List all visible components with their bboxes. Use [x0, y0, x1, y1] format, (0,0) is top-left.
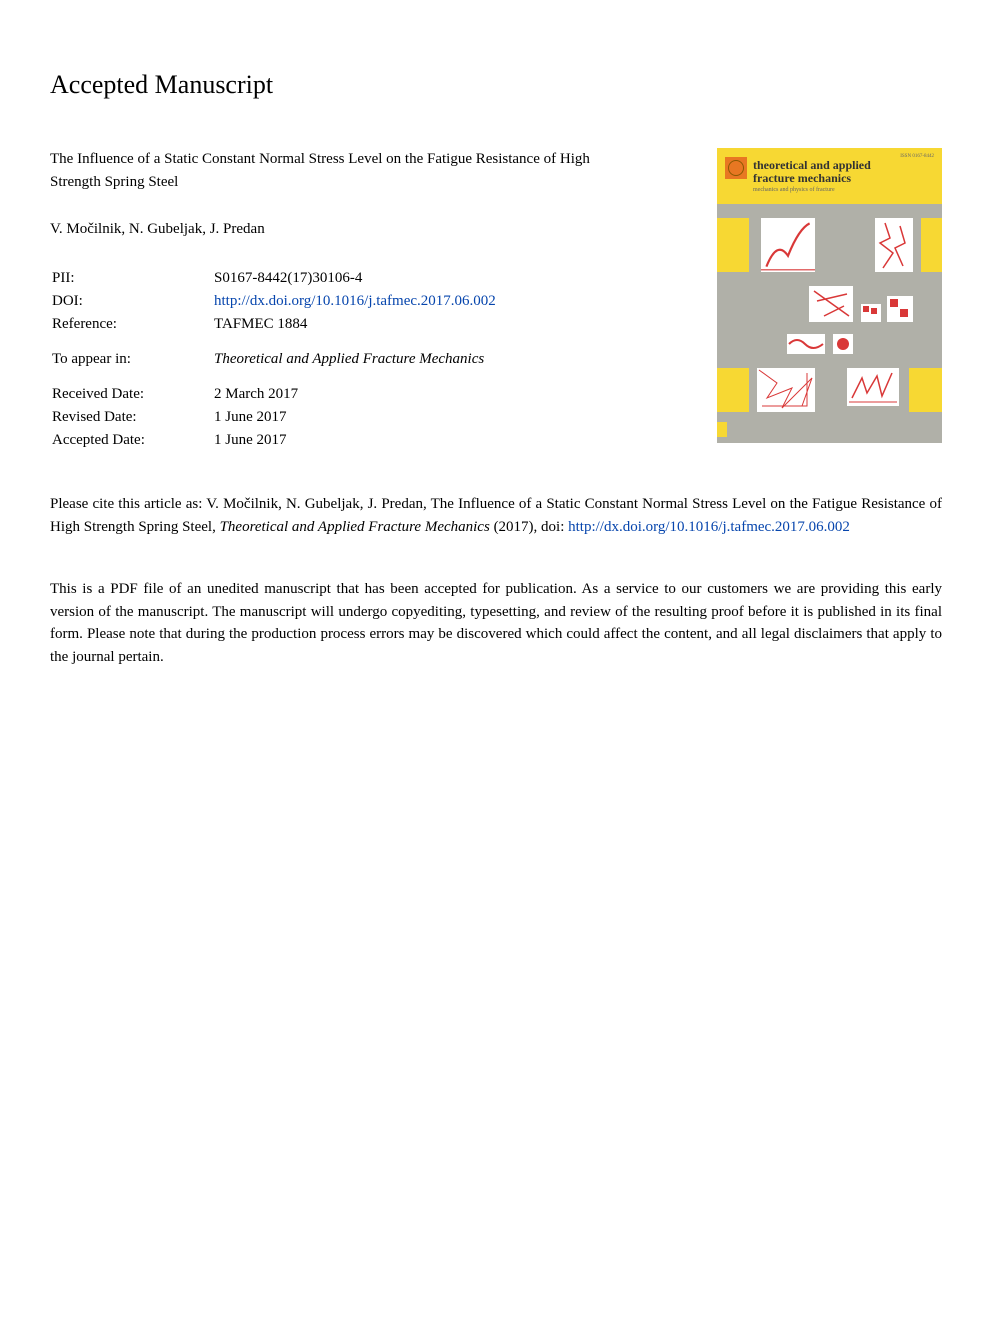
- citation-journal: Theoretical and Applied Fracture Mechani…: [220, 519, 490, 535]
- authors: V. Močilnik, N. Gubeljak, J. Predan: [50, 221, 650, 238]
- citation-year: (2017), doi:: [490, 519, 568, 535]
- pii-value: S0167-8442(17)30106-4: [214, 268, 496, 289]
- cover-shape-3: [875, 218, 913, 272]
- metadata-row-received: Received Date: 2 March 2017: [52, 372, 496, 405]
- page-title: Accepted Manuscript: [50, 70, 942, 100]
- cover-shape-10: [717, 368, 749, 412]
- accepted-value: 1 June 2017: [214, 430, 496, 451]
- cover-shape-14: [717, 422, 727, 437]
- metadata-row-reference: Reference: TAFMEC 1884: [52, 314, 496, 335]
- cover-subtitle: mechanics and physics of fracture: [753, 187, 934, 193]
- cover-shape-6: [861, 304, 881, 322]
- metadata-row-pii: PII: S0167-8442(17)30106-4: [52, 268, 496, 289]
- reference-label: Reference:: [52, 314, 212, 335]
- cover-shape-7: [887, 296, 913, 322]
- reference-value: TAFMEC 1884: [214, 314, 496, 335]
- cover-shape-13: [909, 368, 942, 412]
- metadata-row-revised: Revised Date: 1 June 2017: [52, 407, 496, 428]
- cover-header: ISSN 0167-8442 theoretical and applied f…: [717, 148, 942, 204]
- citation-doi-link[interactable]: http://dx.doi.org/10.1016/j.tafmec.2017.…: [568, 519, 850, 535]
- metadata-table: PII: S0167-8442(17)30106-4 DOI: http://d…: [50, 266, 498, 453]
- revised-label: Revised Date:: [52, 407, 212, 428]
- toappear-label: To appear in:: [52, 337, 212, 370]
- doi-label: DOI:: [52, 291, 212, 312]
- accepted-label: Accepted Date:: [52, 430, 212, 451]
- cover-shape-11: [757, 368, 815, 412]
- cover-shape-2: [761, 218, 815, 272]
- disclaimer: This is a PDF file of an unedited manusc…: [50, 578, 942, 668]
- elsevier-logo-icon: [725, 157, 747, 179]
- metadata-row-doi: DOI: http://dx.doi.org/10.1016/j.tafmec.…: [52, 291, 496, 312]
- cover-shape-5: [809, 286, 853, 322]
- cover-body: [717, 204, 942, 443]
- left-column: The Influence of a Static Constant Norma…: [50, 148, 650, 453]
- pii-label: PII:: [52, 268, 212, 289]
- cover-shape-8: [787, 334, 825, 354]
- citation: Please cite this article as: V. Močilnik…: [50, 493, 942, 538]
- cover-title-line2: fracture mechanics: [753, 172, 934, 185]
- metadata-row-toappear: To appear in: Theoretical and Applied Fr…: [52, 337, 496, 370]
- received-label: Received Date:: [52, 372, 212, 405]
- toappear-value: Theoretical and Applied Fracture Mechani…: [214, 337, 496, 370]
- received-value: 2 March 2017: [214, 372, 496, 405]
- cover-shape-4: [921, 218, 942, 272]
- metadata-row-accepted: Accepted Date: 1 June 2017: [52, 430, 496, 451]
- revised-value: 1 June 2017: [214, 407, 496, 428]
- article-title: The Influence of a Static Constant Norma…: [50, 148, 605, 193]
- cover-shape-12: [847, 368, 899, 406]
- cover-shape-9: [833, 334, 853, 354]
- doi-link[interactable]: http://dx.doi.org/10.1016/j.tafmec.2017.…: [214, 293, 496, 309]
- cover-shape-1: [717, 218, 749, 272]
- journal-cover: ISSN 0167-8442 theoretical and applied f…: [717, 148, 942, 443]
- cover-title-block: ISSN 0167-8442 theoretical and applied f…: [753, 154, 934, 193]
- content-wrapper: The Influence of a Static Constant Norma…: [50, 148, 942, 453]
